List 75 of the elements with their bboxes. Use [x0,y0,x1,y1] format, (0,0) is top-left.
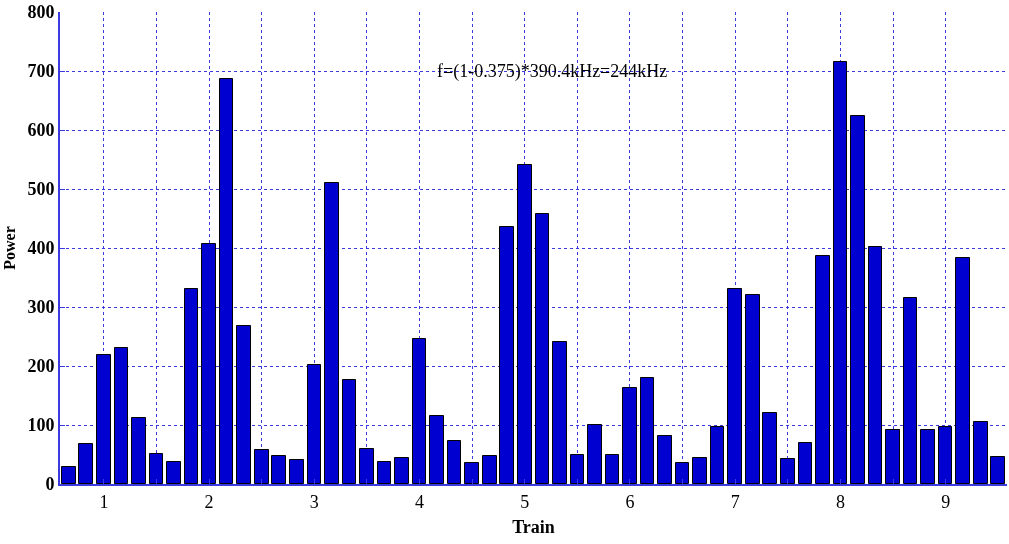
bar [727,288,742,484]
bar [605,454,619,484]
bar [184,288,198,484]
bar [219,78,233,484]
y-tick-label: 500 [27,179,55,200]
bar [482,455,497,484]
bar [973,421,988,484]
bar [61,466,76,484]
bar [622,387,637,484]
bar [798,442,812,484]
bar [289,459,304,484]
y-tick-label: 0 [45,474,55,495]
bar [903,297,917,484]
bar [675,462,689,484]
y-tick-label: 100 [27,415,55,436]
x-tick-label: 6 [625,491,635,512]
bar [201,243,216,484]
y-tick-label: 600 [27,120,55,141]
y-tick-label: 300 [27,297,55,318]
x-tick-label: 7 [730,491,740,512]
bar [640,377,654,484]
bar [517,164,532,484]
y-tick-label: 700 [27,61,55,82]
x-tick-label: 3 [309,491,319,512]
bar [692,457,707,484]
bar [938,426,952,484]
bar [131,417,146,484]
bar [780,458,795,484]
x-tick-label: 1 [99,491,109,512]
x-axis-title: Train [512,517,555,538]
bar [342,379,356,484]
bar [236,325,251,484]
bar [815,255,830,484]
x-tick-label: 4 [415,491,425,512]
x-tick-label: 2 [204,491,214,512]
bar [307,364,321,484]
bar [955,257,970,484]
y-axis-title: Power [0,226,18,270]
y-tick-label: 800 [27,2,55,23]
bar [394,457,409,484]
bar [868,246,882,484]
bar [114,347,128,484]
x-tick-label: 9 [941,491,951,512]
bar [570,454,584,484]
x-tick-label: 5 [520,491,530,512]
bar [657,435,672,484]
bar [535,213,549,484]
bar [166,461,181,484]
bar [920,429,935,484]
y-tick-label: 400 [27,238,55,259]
bar [990,456,1005,484]
bar [464,462,479,484]
bar [587,424,602,484]
bar [885,429,900,484]
x-tick-label: 8 [835,491,845,512]
bar [377,461,391,484]
bar [499,226,514,484]
bar [96,354,111,484]
bar [762,412,777,484]
bar [710,426,724,484]
bar [254,449,269,484]
annotation: f=(1-0.375)*390.4kHz=244kHz [437,61,668,82]
bar [149,453,163,484]
bar [745,294,760,484]
bar [552,341,567,484]
bar [324,182,339,484]
bar [447,440,461,484]
bar [412,338,426,484]
bar [850,115,865,484]
bar [271,455,286,484]
bar [429,415,444,484]
bar [78,443,93,484]
bar [359,448,374,484]
bar [833,61,847,484]
y-tick-label: 200 [27,356,55,377]
